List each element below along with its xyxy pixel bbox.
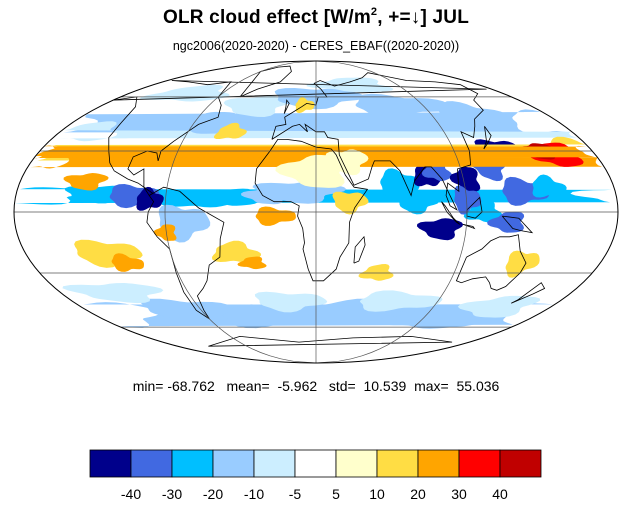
stat-max-label: max=: [414, 378, 449, 394]
colorbar-swatch: [499, 449, 542, 478]
coastline: [483, 126, 492, 150]
title-main: OLR cloud effect [W/m: [163, 7, 371, 28]
field-patch: [358, 264, 394, 281]
stat-std-label: std=: [328, 378, 356, 394]
field-patch: [212, 240, 262, 263]
field-patch: [237, 256, 267, 270]
field-patch: [457, 295, 541, 318]
field-patch: [374, 307, 482, 329]
coastline: [271, 72, 484, 211]
colorbar-tick-label: -40: [121, 486, 141, 502]
field-patch: [532, 174, 567, 198]
colorbar-tick-label: 30: [451, 486, 467, 502]
coastline: [208, 335, 453, 347]
field-patch: [416, 218, 464, 241]
colorbar-swatch: [212, 449, 255, 478]
stat-min-label: min=: [132, 378, 164, 394]
plot-title: OLR cloud effect [W/m2, +=↓] JUL: [0, 6, 632, 29]
field-patch: [438, 101, 507, 125]
field-patch: [153, 224, 177, 241]
colorbar-tick-label: -10: [244, 486, 264, 502]
title-superscript: 2: [370, 6, 378, 18]
field-patch: [255, 206, 296, 226]
colorbar-tick-label: 10: [369, 486, 385, 502]
field-patch: [173, 111, 237, 134]
field-patch: [380, 168, 420, 198]
field-layer: [14, 77, 612, 329]
field-patch: [140, 298, 240, 323]
field-patch: [306, 77, 394, 93]
field-patch: [254, 291, 328, 313]
stat-mean-value: -5.962: [277, 378, 318, 394]
graticule-layer: [14, 61, 618, 363]
field-patch: [325, 149, 369, 176]
field-patch: [454, 185, 482, 215]
field-patch: [275, 154, 348, 188]
colorbar-swatch: [253, 449, 296, 478]
plot-subtitle: ngc2006(2020-2020) - CERES_EBAF((2020-20…: [172, 39, 460, 53]
coastline: [353, 235, 366, 264]
field-patch: [223, 95, 291, 117]
colorbar-tick-label: 20: [410, 486, 426, 502]
meridian-line: [164, 61, 317, 363]
globe-outline: [13, 60, 619, 364]
field-patch: [62, 283, 164, 304]
colorbar-swatch: [294, 449, 337, 478]
coastline: [146, 186, 225, 320]
colorbar-tick-label: 5: [332, 486, 340, 502]
stat-mean-label: mean=: [226, 378, 270, 394]
colorbar-swatch: [171, 449, 214, 478]
colorbar-swatch: [335, 449, 378, 478]
coastline: [511, 282, 546, 304]
field-patch: [295, 97, 315, 114]
meridian-line: [315, 61, 468, 363]
colorbar-tick-label: -20: [203, 486, 223, 502]
colorbar-swatch: [130, 449, 173, 478]
field-patch: [63, 173, 109, 191]
field-patch: [74, 239, 143, 268]
field-patch: [222, 304, 322, 329]
field-patch: [359, 290, 443, 312]
coastline: [501, 215, 534, 234]
field-patch: [136, 186, 164, 211]
field-patch: [332, 191, 369, 215]
field-patch: [505, 250, 540, 278]
coastline: [108, 80, 487, 197]
field-patch: [214, 122, 247, 139]
colorbar-swatch: [89, 449, 132, 478]
stat-min-value: -68.762: [167, 378, 215, 394]
coastline: [254, 139, 369, 282]
coastline: [462, 224, 476, 230]
field-patch: [111, 253, 144, 272]
colorbar-swatch: [376, 449, 419, 478]
coastline: [239, 65, 292, 98]
coastline-layer: [108, 65, 546, 347]
colorbar-swatch: [417, 449, 460, 478]
field-patch: [395, 192, 440, 215]
colorbar: -40 -30 -20 -10 -5 5 10 20 30 40: [89, 449, 542, 502]
colorbar-swatch: [458, 449, 501, 478]
mollweide-map: [13, 60, 619, 364]
statistics-line: min= -68.762 mean= -5.962 std= 10.539 ma…: [0, 378, 632, 394]
stat-std-value: 10.539: [363, 378, 407, 394]
coastline: [283, 99, 290, 114]
colorbar-tick-label: -5: [289, 486, 302, 502]
colorbar-tick-label: -30: [162, 486, 182, 502]
colorbar-tick-label: 40: [492, 486, 508, 502]
field-patch: [487, 211, 525, 233]
title-rest: , +=↓] JUL: [377, 7, 469, 28]
coastline: [455, 234, 527, 291]
stat-max-value: 55.036: [456, 378, 500, 394]
field-patch: [34, 145, 596, 159]
